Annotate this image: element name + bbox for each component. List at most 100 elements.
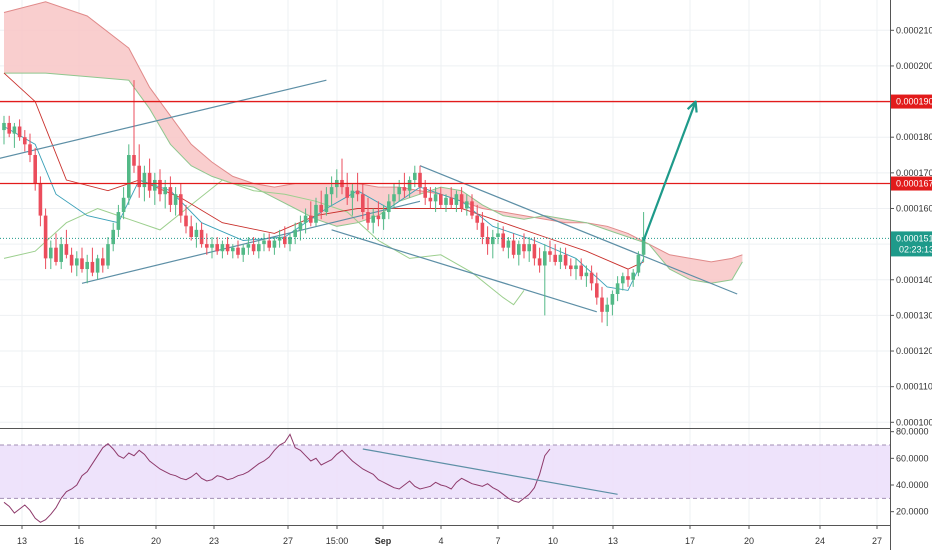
ichimoku-cloud [4, 1, 743, 284]
candle-body-34 [179, 194, 183, 216]
candle-body-66 [345, 187, 349, 198]
candle-body-123 [641, 236, 646, 255]
candle-body-70 [366, 212, 370, 223]
candle-body-90 [470, 201, 474, 216]
candle-body-91 [475, 215, 479, 223]
candle-body-62 [324, 194, 329, 213]
trendline-1 [81, 200, 421, 284]
candle-body-39 [205, 244, 209, 248]
candle-body-24 [127, 155, 131, 198]
candle-body-29 [153, 179, 157, 191]
candle-body-84 [439, 194, 443, 205]
candle-body-44 [231, 247, 235, 252]
candle-body-78 [407, 179, 412, 191]
candle-body-45 [236, 247, 240, 255]
current-price-box [891, 231, 932, 257]
candle-body-83 [433, 194, 438, 202]
candle-body-38 [199, 229, 204, 245]
candle-body-80 [418, 172, 422, 188]
candle-body-74 [387, 201, 391, 213]
candle-body-92 [480, 222, 485, 237]
candle-body-75 [392, 194, 396, 202]
candle-body-102 [532, 244, 537, 259]
time-label-2: 20 [151, 536, 161, 546]
candle-body-76 [397, 187, 401, 195]
time-label-12: 20 [744, 536, 754, 546]
candle-body-104 [543, 251, 547, 266]
candle-body-100 [522, 244, 526, 252]
candle-body-86 [449, 197, 453, 205]
candle-body-18 [95, 258, 100, 273]
candle-body-19 [101, 258, 105, 266]
candle-body-35 [184, 215, 188, 227]
projection-arrow-shaft [642, 101, 697, 241]
candle-body-16 [85, 261, 89, 270]
candle-body-115 [600, 297, 604, 312]
candle-body-40 [210, 244, 214, 248]
candle-body-0 [2, 122, 6, 131]
candle-body-87 [454, 194, 459, 205]
current-price-label: 0.0001516 [896, 233, 932, 243]
candle-body-93 [485, 236, 490, 245]
candle-body-107 [558, 254, 563, 262]
candle-body-110 [574, 265, 578, 270]
time-label-13: 24 [815, 536, 825, 546]
trendline-2 [419, 165, 738, 295]
candle-body-121 [631, 272, 635, 280]
candle-body-117 [610, 294, 615, 305]
candle-body-36 [189, 226, 193, 237]
candle-body-20 [106, 244, 110, 266]
level-label-box-1 [891, 176, 932, 191]
candle-body-57 [298, 222, 303, 230]
candle-body-119 [621, 276, 625, 284]
candle-body-71 [371, 215, 375, 223]
candle-body-3 [17, 126, 22, 138]
time-label-11: 17 [685, 536, 695, 546]
candle-body-72 [376, 215, 381, 220]
candle-body-89 [465, 201, 469, 209]
candle-body-43 [225, 244, 230, 252]
time-label-7: 4 [438, 536, 443, 546]
candle-body-63 [329, 187, 334, 195]
candle-body-56 [293, 229, 297, 237]
candle-body-8 [43, 215, 48, 259]
candle-body-54 [283, 236, 287, 245]
candle-body-15 [80, 258, 84, 270]
projection-arrow-head [686, 100, 698, 113]
candle-body-59 [309, 215, 313, 223]
candle-body-49 [257, 244, 261, 252]
rsi-trendline [362, 448, 618, 495]
candle-body-73 [381, 212, 386, 220]
candle-body-96 [501, 233, 505, 248]
candle-body-22 [116, 212, 121, 230]
candle-body-11 [59, 244, 63, 262]
candle-body-25 [132, 155, 136, 166]
candle-body-26 [137, 165, 141, 188]
candle-body-52 [272, 240, 277, 248]
trendline-0 [0, 79, 327, 159]
candle-body-94 [491, 236, 495, 245]
candle-body-58 [303, 215, 308, 223]
countdown-label: 02:23:13 [899, 244, 932, 254]
time-label-4: 27 [283, 536, 293, 546]
candle-body-28 [147, 172, 152, 191]
candle-body-17 [90, 261, 95, 273]
candle-body-120 [626, 276, 630, 280]
candle-body-69 [361, 194, 365, 213]
candle-body-112 [584, 272, 589, 277]
time-label-1: 16 [74, 536, 84, 546]
candle-body-27 [142, 172, 147, 188]
base-line [3, 72, 644, 270]
candle-body-99 [517, 244, 521, 255]
time-label-0: 13 [17, 536, 27, 546]
